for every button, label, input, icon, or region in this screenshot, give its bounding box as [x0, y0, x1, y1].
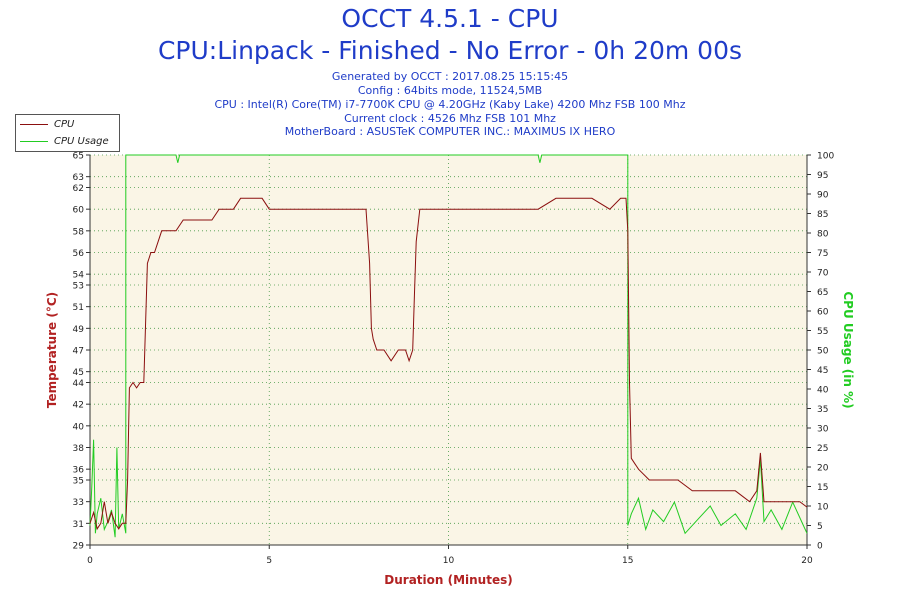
y-right-tick-label: 70	[817, 269, 829, 279]
y-right-tick-label: 55	[817, 327, 828, 337]
y-left-tick-label: 29	[73, 542, 85, 552]
legend-item-cpu: CPU	[20, 116, 74, 132]
y-right-tick-label: 75	[817, 249, 828, 259]
y-left-tick-label: 45	[73, 368, 84, 378]
y-left-tick-label: 63	[73, 173, 84, 183]
y-left-tick-label: 31	[73, 520, 84, 530]
y-left-tick-label: 47	[73, 347, 84, 357]
y-right-tick-label: 50	[817, 347, 829, 357]
legend-item-cpu-usage: CPU Usage	[20, 133, 109, 149]
y-left-tick-label: 62	[73, 184, 84, 194]
y-left-tick-label: 33	[73, 498, 84, 508]
y-right-tick-label: 10	[817, 503, 829, 513]
chart-legend: CPU CPU Usage	[15, 114, 120, 152]
x-tick-label: 15	[622, 556, 633, 566]
info-clock: Current clock : 4526 Mhz FSB 101 Mhz	[344, 112, 556, 125]
y-right-tick-label: 80	[817, 230, 829, 240]
y-left-tick-label: 51	[73, 303, 84, 313]
x-tick-label: 5	[266, 556, 272, 566]
y-left-tick-label: 35	[73, 477, 84, 487]
y-right-tick-label: 65	[817, 288, 828, 298]
x-tick-label: 20	[801, 556, 813, 566]
info-config: Config : 64bits mode, 11524,5MB	[357, 84, 543, 97]
legend-label-cpu-usage: CPU Usage	[54, 135, 109, 147]
x-tick-label: 0	[87, 556, 93, 566]
y-left-tick-label: 49	[73, 325, 85, 335]
y-left-tick-label: 65	[73, 152, 84, 162]
y-left-tick-label: 44	[73, 379, 85, 389]
y-right-axis-label: CPU Usage (in %)	[841, 291, 855, 408]
y-right-tick-label: 25	[817, 444, 828, 454]
x-axis-label: Duration (Minutes)	[384, 573, 512, 587]
series-line-cpu-usage	[89, 154, 808, 538]
y-right-tick-label: 90	[817, 191, 829, 201]
y-right-tick-label: 45	[817, 366, 828, 376]
y-right-tick-label: 20	[817, 464, 829, 474]
y-right-tick-label: 30	[817, 425, 829, 435]
y-right-tick-label: 95	[817, 171, 828, 181]
y-right-tick-label: 15	[817, 483, 828, 493]
x-tick-label: 10	[443, 556, 455, 566]
chart-subtitle: CPU:Linpack - Finished - No Error - 0h 2…	[157, 36, 743, 65]
legend-swatch-cpu	[20, 123, 48, 125]
y-left-tick-label: 60	[73, 206, 85, 216]
legend-swatch-cpu-usage	[20, 140, 48, 142]
y-right-tick-label: 100	[817, 152, 834, 162]
y-left-axis-label: Temperature (°C)	[45, 292, 59, 408]
info-generated: Generated by OCCT : 2017.08.25 15:15:45	[331, 70, 569, 83]
y-left-tick-label: 56	[73, 249, 85, 259]
info-cpu: CPU : Intel(R) Core(TM) i7-7700K CPU @ 4…	[214, 98, 686, 111]
y-left-tick-label: 54	[73, 271, 85, 281]
y-right-tick-label: 85	[817, 210, 828, 220]
plot-background	[90, 155, 807, 545]
y-left-tick-label: 38	[73, 444, 85, 454]
legend-label-cpu: CPU	[54, 118, 75, 130]
y-right-tick-label: 0	[817, 542, 823, 552]
y-left-tick-label: 42	[73, 401, 84, 411]
y-right-tick-label: 35	[817, 405, 828, 415]
series-line-cpu	[89, 197, 808, 531]
y-right-tick-label: 5	[817, 522, 823, 532]
chart-title: OCCT 4.5.1 - CPU	[341, 4, 559, 33]
y-right-tick-label: 60	[817, 308, 829, 318]
y-left-tick-label: 40	[73, 422, 85, 432]
y-left-tick-label: 53	[73, 282, 84, 292]
info-motherboard: MotherBoard : ASUSTeK COMPUTER INC.: MAX…	[284, 125, 616, 138]
y-left-tick-label: 58	[73, 227, 85, 237]
y-left-tick-label: 36	[73, 466, 85, 476]
y-right-tick-label: 40	[817, 386, 829, 396]
